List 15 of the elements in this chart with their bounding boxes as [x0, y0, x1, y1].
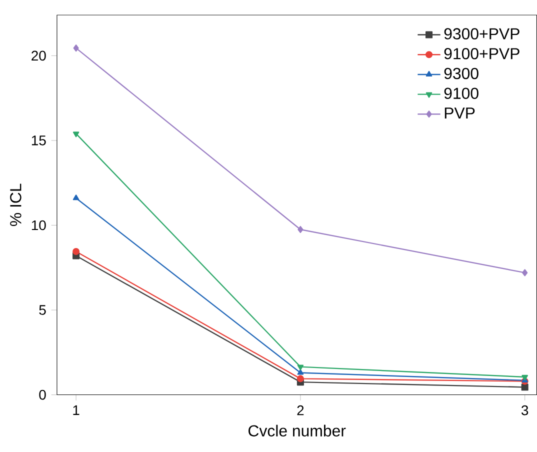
- x-tick-label: 2: [297, 405, 304, 416]
- y-tick-label: 0: [39, 390, 46, 400]
- x-axis-title: Cvcle number: [248, 424, 346, 437]
- x-tick-label: 3: [521, 405, 528, 416]
- legend-label: 9100+PVP: [444, 48, 520, 60]
- y-tick-label: 20: [32, 50, 46, 61]
- legend-label: 9300: [444, 68, 478, 80]
- y-tick-label: 15: [32, 136, 46, 146]
- y-tick-label: 10: [32, 220, 46, 230]
- y-tick-label: 5: [39, 305, 46, 315]
- legend-label: PVP: [444, 108, 475, 119]
- legend-label: 9300+PVP: [444, 28, 520, 40]
- x-tick-label: 1: [73, 405, 80, 416]
- legend-label: 9100: [444, 88, 478, 100]
- y-axis-title: % ICL: [10, 184, 22, 226]
